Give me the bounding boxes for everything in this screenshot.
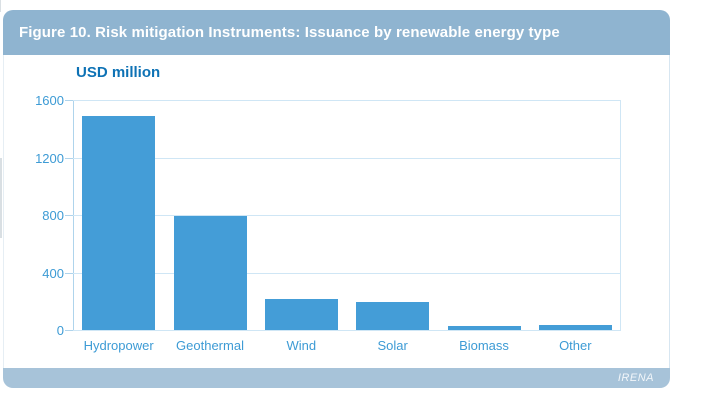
x-label-solar: Solar bbox=[377, 338, 408, 353]
gridline-800 bbox=[73, 215, 621, 216]
bar-biomass bbox=[447, 326, 521, 330]
bar-solar bbox=[356, 301, 430, 330]
y-tick-label-1200: 1200 bbox=[35, 150, 64, 166]
y-tick-label-800: 800 bbox=[42, 208, 64, 223]
figure-card: Figure 10. Risk mitigation Instruments: … bbox=[3, 10, 670, 388]
chart-panel: USD million 0 400 800 1200 1600 Hydropower Geo… bbox=[3, 55, 670, 368]
y-tick-1600 bbox=[65, 100, 73, 101]
bar-other bbox=[538, 324, 612, 330]
page-edge-artifact bbox=[0, 158, 2, 238]
x-label-other: Other bbox=[559, 338, 592, 353]
y-tick-label-1600: 1600 bbox=[35, 93, 64, 108]
x-label-hydropower: Hydropower bbox=[83, 338, 154, 353]
figure-title: Figure 10. Risk mitigation Instruments: … bbox=[19, 24, 560, 41]
gridline-1200 bbox=[73, 157, 621, 159]
gridline-0 bbox=[73, 330, 621, 331]
x-label-wind: Wind bbox=[286, 338, 317, 353]
chart-unit-label: USD million bbox=[76, 64, 161, 81]
bar-geothermal bbox=[173, 216, 247, 330]
y-tick-label-0: 0 bbox=[56, 323, 64, 338]
bar-wind bbox=[264, 299, 338, 330]
figure-footer: IRENA bbox=[3, 368, 670, 388]
source-watermark: IRENA bbox=[617, 372, 654, 384]
y-tick-0 bbox=[65, 330, 73, 331]
y-tick-1200 bbox=[65, 157, 73, 159]
y-tick-800 bbox=[65, 215, 73, 216]
gridline-400 bbox=[73, 272, 621, 274]
bar-chart-plot-area: 0 400 800 1200 1600 Hydropower Geothermal Wind S… bbox=[35, 94, 621, 353]
figure-header: Figure 10. Risk mitigation Instruments: … bbox=[3, 10, 670, 55]
page-edge-artifact-top bbox=[0, 0, 1, 12]
x-label-geothermal: Geothermal bbox=[176, 338, 244, 353]
x-label-biomass: Biomass bbox=[459, 338, 509, 353]
y-tick-label-400: 400 bbox=[42, 265, 64, 281]
gridline-1600 bbox=[73, 100, 621, 101]
bar-hydropower bbox=[82, 115, 156, 330]
y-tick-400 bbox=[65, 272, 73, 274]
